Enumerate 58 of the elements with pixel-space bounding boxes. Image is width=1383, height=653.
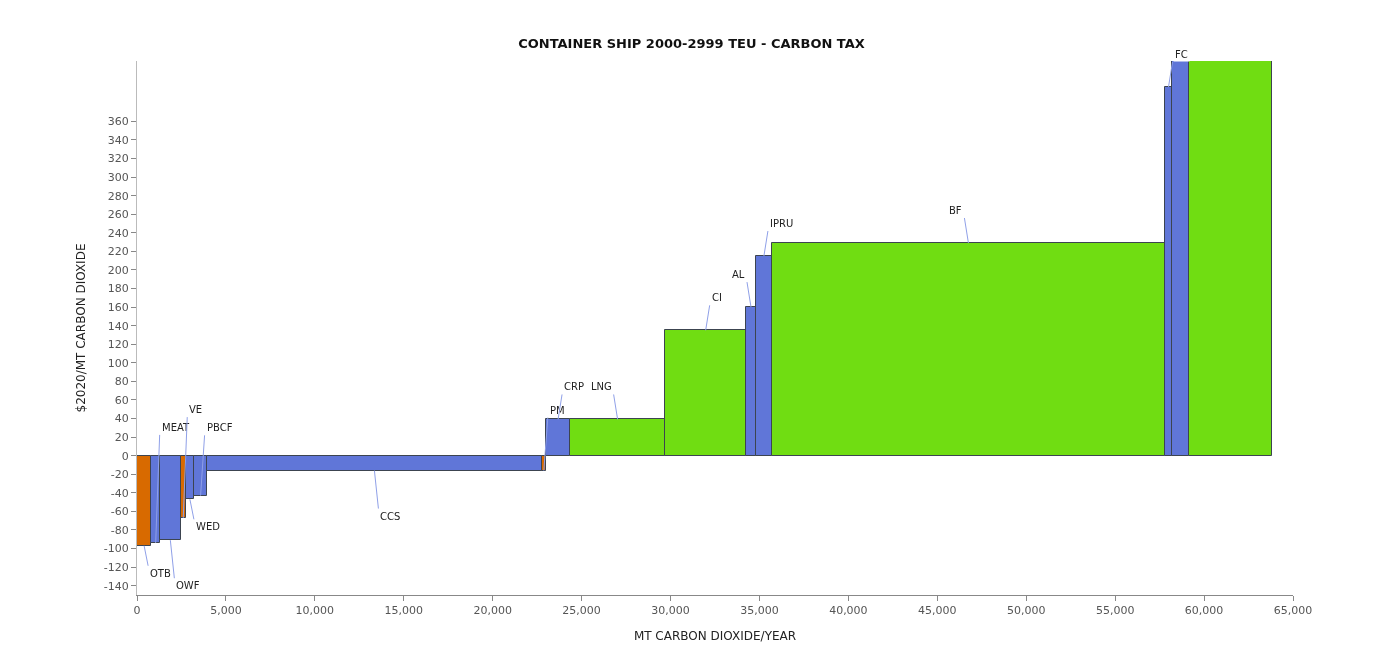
y-tick-label: 140 [107, 319, 129, 333]
y-tick-label: -100 [103, 542, 129, 556]
y-tick-label: -80 [110, 523, 129, 537]
x-tick-label: 30,000 [651, 604, 690, 618]
x-tick-label: 20,000 [473, 604, 512, 618]
annotation: PM [550, 405, 565, 416]
x-tick-label: 25,000 [562, 604, 601, 618]
y-tick-label: 100 [107, 356, 129, 370]
y-tick-label: 80 [114, 375, 129, 389]
y-tick-label: 160 [107, 300, 129, 314]
y-axis-title: $2020/MT CARBON DIOXIDE [74, 243, 89, 413]
x-tick-label: 65,000 [1273, 604, 1313, 618]
annotation: VE [189, 404, 203, 415]
y-tick-label: -120 [103, 560, 129, 574]
x-tick-label: 50,000 [1006, 604, 1046, 618]
y-tick-label: 60 [114, 393, 129, 407]
y-tick-label: 320 [107, 152, 129, 166]
x-tick-label: 10,000 [295, 604, 335, 618]
x-tick-label: 5,000 [210, 604, 242, 618]
annotation: CI [712, 292, 722, 303]
chart-title: CONTAINER SHIP 2000-2999 TEU - CARBON TAX [518, 36, 865, 52]
x-tick-label: 60,000 [1184, 604, 1224, 618]
y-tick-label: 260 [107, 208, 129, 222]
annotation: CCS [380, 511, 401, 522]
y-tick-label: 0 [121, 449, 129, 463]
y-tick-label: 180 [107, 282, 129, 296]
annotation: OWF [176, 580, 200, 591]
annotation: PBCF [207, 422, 233, 433]
x-tick-label: 55,000 [1095, 604, 1135, 618]
annotation: CRP [564, 381, 584, 392]
y-tick-label: 300 [107, 170, 129, 184]
x-tick-label: 0 [133, 604, 141, 618]
y-tick-label: 240 [107, 226, 129, 240]
y-tick-label: -60 [110, 505, 129, 519]
annotation: OTB [150, 568, 171, 579]
y-tick-label: 340 [107, 133, 129, 147]
y-tick-label: 220 [107, 245, 129, 259]
y-tick-label: 20 [114, 430, 129, 444]
annotation: AL [732, 269, 745, 280]
x-tick-label: 40,000 [829, 604, 868, 618]
annotation: MEAT [162, 422, 191, 433]
y-tick-label: -40 [110, 486, 129, 500]
annotation: WED [196, 521, 221, 532]
y-tick-label: -20 [110, 468, 129, 482]
annotation: IPRU [770, 218, 794, 229]
y-tick-label: 40 [114, 412, 129, 426]
x-tick-label: 35,000 [740, 604, 779, 618]
y-tick-label: 120 [107, 338, 129, 352]
x-tick-label: 45,000 [918, 604, 957, 618]
annotation: BF [949, 205, 962, 216]
y-tick-label: -140 [103, 579, 129, 593]
y-tick-label: 280 [107, 189, 129, 203]
annotation: FC [1175, 49, 1188, 60]
x-axis-title: MT CARBON DIOXIDE/YEAR [633, 629, 797, 644]
annotation: LNG [591, 381, 612, 392]
x-tick-label: 15,000 [384, 604, 424, 618]
y-tick-label: 200 [107, 263, 129, 277]
y-tick-label: 360 [107, 115, 129, 129]
